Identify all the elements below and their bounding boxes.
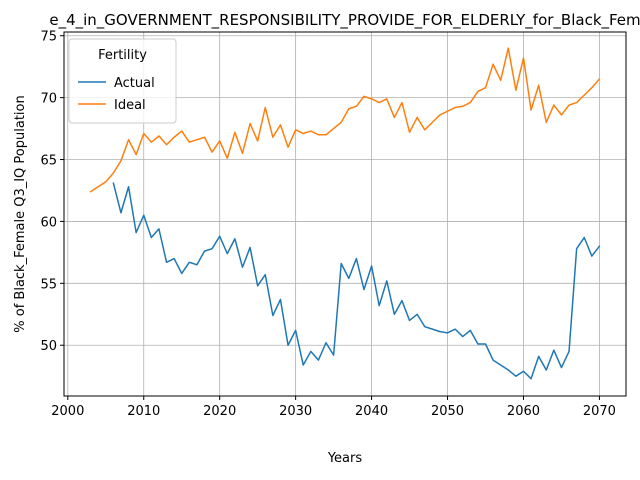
- axis-ticks: 2000 2010 2020 2030 2040 2050 2060 2070 50 55 60 65…: [40, 30, 616, 419]
- y-tick-label: 70: [40, 92, 57, 107]
- x-tick-label: 2020: [203, 404, 236, 419]
- x-axis-label: Years: [327, 451, 363, 466]
- x-tick-label: 2040: [355, 404, 388, 419]
- x-tick-label: 2070: [583, 404, 616, 419]
- y-tick-label: 75: [40, 30, 57, 45]
- legend-entries: Actual Ideal: [78, 76, 155, 113]
- y-tick-label: 65: [40, 154, 57, 169]
- x-tick-label: 2000: [51, 404, 84, 419]
- x-tick-label: 2060: [507, 404, 540, 419]
- y-axis-label: % of Black_Female Q3_IQ Population: [13, 95, 28, 332]
- legend: Fertility Actual Ideal: [68, 38, 177, 124]
- x-tick-label: 2050: [431, 404, 464, 419]
- y-tick-label: 50: [40, 339, 57, 354]
- series-line-ideal: [89, 47, 601, 193]
- legend-label-actual: Actual: [114, 76, 155, 91]
- plot-frame: [63, 31, 627, 397]
- grid-lines: [64, 32, 626, 396]
- series-lines: [89, 47, 601, 380]
- x-tick-label: 2030: [279, 404, 312, 419]
- chart-title: e_4_in_GOVERNMENT_RESPONSIBILITY_PROVIDE…: [49, 11, 640, 30]
- legend-label-ideal: Ideal: [114, 98, 146, 113]
- y-tick-label: 60: [40, 215, 57, 230]
- x-tick-label: 2010: [127, 404, 160, 419]
- series-line-actual: [112, 182, 601, 380]
- legend-box: [68, 38, 177, 124]
- legend-title: Fertility: [98, 48, 147, 63]
- y-tick-label: 55: [40, 277, 57, 292]
